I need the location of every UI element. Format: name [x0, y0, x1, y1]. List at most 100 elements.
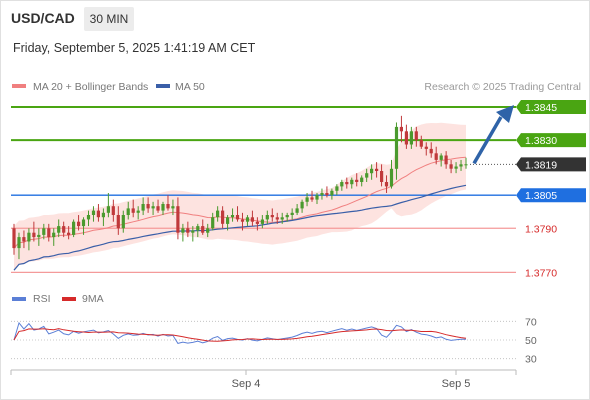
- candle-body: [320, 193, 324, 196]
- candle-body: [389, 168, 394, 187]
- timestamp: Friday, September 5, 2025 1:41:19 AM CET: [13, 41, 256, 55]
- candle-body: [126, 208, 130, 215]
- candle-body: [384, 182, 389, 187]
- candle-body: [196, 226, 200, 231]
- candle-body: [295, 208, 299, 213]
- candle-body: [414, 131, 418, 141]
- candle-body: [176, 206, 180, 233]
- ma20-line: [13, 156, 467, 249]
- candle-body: [325, 193, 329, 196]
- level-label-0: 1.3845: [525, 102, 557, 114]
- candle-body: [106, 206, 110, 213]
- candle-body: [131, 208, 135, 213]
- candle-body: [81, 219, 86, 227]
- candle-body: [67, 232, 71, 235]
- candle-body: [444, 155, 448, 165]
- candle-body: [47, 228, 51, 238]
- rsi-ma-legend-label: 9MA: [82, 293, 104, 305]
- candle-body: [186, 228, 190, 233]
- candle-body: [77, 221, 81, 227]
- candle-body: [86, 215, 91, 220]
- rsi-tick-70: 70: [525, 316, 537, 328]
- candle-body: [211, 217, 215, 229]
- candle-body: [245, 217, 250, 222]
- candle-body: [240, 219, 245, 222]
- ma50-legend-swatch: [156, 84, 170, 88]
- candle-body: [270, 215, 274, 218]
- rsi-legend-label: RSI: [33, 293, 51, 305]
- candle-body: [17, 237, 21, 249]
- level-tag-1: [516, 133, 586, 148]
- candle-body: [216, 210, 220, 218]
- candle-body: [57, 226, 61, 233]
- candle-body: [166, 204, 170, 209]
- candle-body: [330, 190, 334, 196]
- candle-body: [394, 126, 399, 169]
- candle-body: [345, 182, 349, 185]
- candle-body: [181, 228, 185, 233]
- candle-body: [12, 228, 16, 249]
- candle-body: [404, 131, 408, 145]
- candle-body: [464, 164, 468, 166]
- candle-body: [409, 131, 413, 145]
- ma50-legend-label: MA 50: [175, 81, 205, 93]
- candle-body: [419, 140, 423, 147]
- rsi-tick-50: 50: [525, 335, 537, 347]
- candle-body: [335, 186, 339, 191]
- candle-body: [52, 232, 56, 238]
- level-tag-3: [516, 188, 586, 203]
- level-label-4: 1.3790: [525, 223, 557, 235]
- candle-body: [116, 215, 120, 229]
- level-label-5: 1.3770: [525, 267, 557, 279]
- candle-body: [37, 234, 41, 238]
- candle-body: [424, 146, 428, 149]
- candle-body: [250, 217, 254, 222]
- candle-body: [101, 212, 105, 218]
- candle-body: [235, 215, 240, 220]
- rsi-tick-30: 30: [525, 354, 537, 366]
- candle-body: [375, 168, 379, 171]
- candle-body: [191, 230, 195, 233]
- candle-body: [275, 217, 279, 220]
- rsi-ma-legend-swatch: [62, 297, 76, 301]
- candle-body: [27, 232, 31, 242]
- x-tick-label-0: Sep 4: [232, 378, 261, 390]
- candle-body: [310, 197, 314, 200]
- candle-body: [141, 204, 145, 211]
- candle-body: [370, 168, 374, 174]
- candle-body: [136, 210, 140, 213]
- candle-body: [350, 179, 354, 185]
- candle-body: [439, 155, 443, 160]
- level-label-1: 1.3830: [525, 135, 557, 147]
- candle-body: [285, 215, 289, 218]
- candle-body: [91, 210, 96, 215]
- forecast-arrow-shaft: [472, 116, 503, 165]
- candle-body: [96, 210, 100, 218]
- candle-body: [151, 206, 155, 209]
- candle-body: [360, 177, 364, 182]
- candle-body: [429, 148, 433, 154]
- candle-body: [111, 206, 115, 215]
- candle-body: [380, 171, 384, 182]
- candle-body: [32, 232, 36, 238]
- candle-body: [434, 153, 438, 160]
- candle-body: [290, 212, 294, 215]
- bollinger-band: [14, 122, 466, 271]
- ma20-legend-label: MA 20 + Bollinger Bands: [33, 81, 148, 93]
- candle-body: [255, 221, 259, 224]
- timeframe-button[interactable]: 30 MIN: [84, 7, 134, 31]
- candle-body: [260, 219, 264, 224]
- candle-body: [305, 197, 309, 202]
- candle-body: [280, 217, 284, 220]
- candle-body: [156, 206, 160, 211]
- level-tag-0: [516, 100, 586, 115]
- x-tick-label-1: Sep 5: [442, 378, 471, 390]
- level-label-3: 1.3805: [525, 190, 557, 202]
- candle-body: [265, 215, 269, 220]
- candle-body: [201, 226, 205, 233]
- candle-body: [42, 228, 46, 235]
- candle-body: [459, 164, 463, 167]
- candle-body: [230, 215, 235, 218]
- candle-body: [454, 166, 458, 169]
